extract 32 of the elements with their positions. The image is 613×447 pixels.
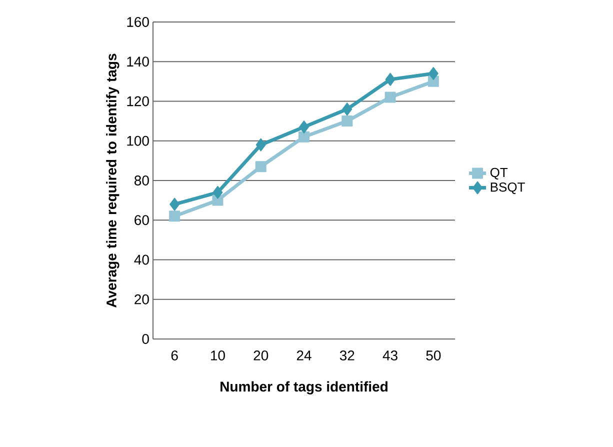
y-tick-label: 20 xyxy=(134,294,149,304)
y-tick-label: 100 xyxy=(127,136,149,146)
point xyxy=(212,186,223,199)
point xyxy=(169,210,180,222)
point xyxy=(256,138,266,152)
point xyxy=(428,67,438,80)
point xyxy=(342,116,353,127)
y-tick-label: 80 xyxy=(134,176,149,186)
point xyxy=(385,72,396,86)
x-tick-label: 20 xyxy=(254,350,268,360)
y-tick-label: 120 xyxy=(127,96,149,106)
y-tick-label: 60 xyxy=(134,215,149,226)
x-tick-label: 50 xyxy=(426,350,441,360)
point xyxy=(384,92,396,103)
x-tick-label: 43 xyxy=(382,350,398,360)
point xyxy=(298,131,310,142)
x-tick-label: 24 xyxy=(296,350,312,360)
y-tick-label: 140 xyxy=(127,56,149,67)
y-tick-label: 40 xyxy=(134,254,149,265)
legend-label: QT xyxy=(490,168,508,180)
point xyxy=(299,120,310,134)
point xyxy=(255,161,266,172)
x-tick-label: 32 xyxy=(340,350,354,360)
y-axis-title: Average time required to identify tags xyxy=(106,54,120,308)
point xyxy=(170,198,180,211)
legend-label: BSQT xyxy=(490,182,525,194)
x-axis-title: Number of tags identified xyxy=(220,381,388,394)
point xyxy=(342,102,352,116)
y-tick-label: 0 xyxy=(142,334,149,344)
x-tick-label: 10 xyxy=(211,350,225,360)
x-tick-label: 6 xyxy=(171,350,178,360)
y-tick-label: 160 xyxy=(127,17,149,27)
